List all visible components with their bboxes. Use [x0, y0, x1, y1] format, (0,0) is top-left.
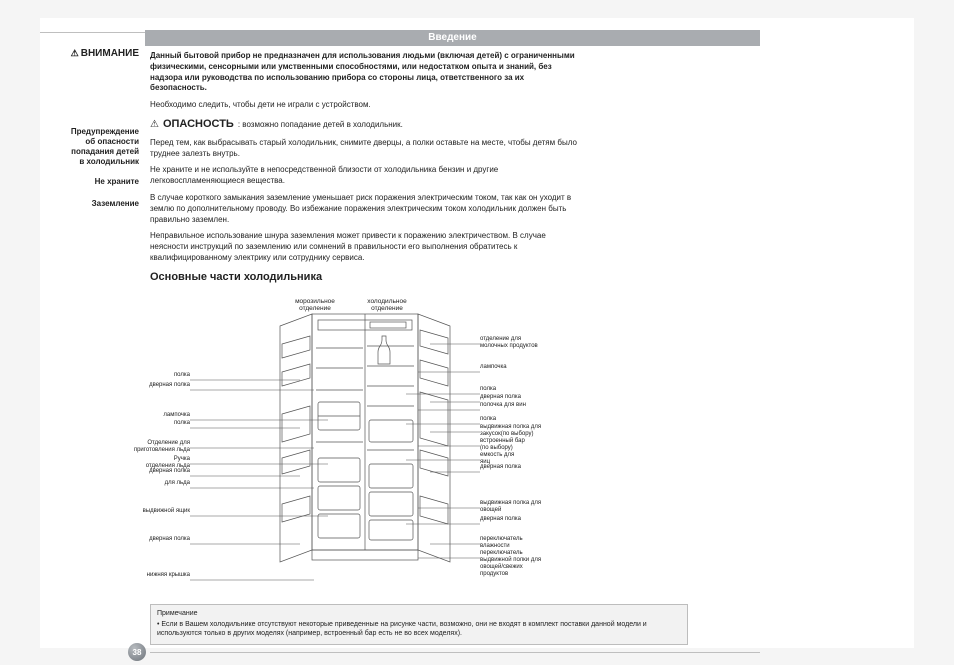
label-right: встроенный бар(по выбору) [480, 438, 525, 452]
warning-heading: ⚠ ВНИМАНИЕ [40, 48, 139, 59]
fridge-diagram: морозильноеотделение холодильноеотделени… [80, 298, 760, 598]
note-body: • Если в Вашем холодильнике отсутствуют … [157, 620, 681, 638]
label-left: лампочка [163, 412, 190, 419]
page-number-badge: 38 [128, 643, 146, 661]
sidebar: ⚠ ВНИМАНИЕ Предупреждение об опасности п… [40, 48, 145, 209]
side-label-1c: попадания детей [40, 147, 139, 157]
header-bar: Введение [145, 30, 760, 46]
label-right: лампочка [480, 364, 507, 371]
para-3: Перед тем, как выбрасывать старый холоди… [150, 138, 580, 160]
bottom-rule [150, 652, 760, 653]
fridge-svg-wrap [270, 308, 460, 564]
label-left: полка [174, 372, 190, 379]
label-right: выдвижная полка длязакусок(по выбору) [480, 424, 541, 438]
danger-line: ⚠ ОПАСНОСТЬ : возможно попадание детей в… [150, 117, 580, 132]
label-left: выдвижной ящик [143, 508, 190, 515]
side-label-1b: об опасности [40, 137, 139, 147]
label-left: Отделение дляприготовления льда [134, 440, 190, 454]
label-left: дверная полка [149, 382, 190, 389]
danger-title: ОПАСНОСТЬ [163, 117, 234, 132]
section-title: Основные части холодильника [150, 270, 580, 285]
label-right: полка [480, 416, 496, 423]
label-right: полочка для вин [480, 402, 526, 409]
side-label-2: Не храните [40, 177, 139, 187]
para-6: Неправильное использование шнура заземле… [150, 231, 580, 263]
label-right: выдвижная полка дляовощей [480, 500, 541, 514]
label-left: дверная полка [149, 536, 190, 543]
para-2: Необходимо следить, чтобы дети не играли… [150, 100, 580, 111]
side-label-1d: в холодильник [40, 157, 139, 167]
label-left: полка [174, 420, 190, 427]
label-right: дверная полка [480, 464, 521, 471]
danger-rest: : возможно попадание детей в холодильник… [238, 120, 403, 131]
body-column: Данный бытовой прибор не предназначен дл… [150, 51, 580, 285]
side-label-1a: Предупреждение [40, 127, 139, 137]
manual-page: Введение ⚠ ВНИМАНИЕ Предупреждение об оп… [40, 18, 914, 648]
label-right: переключательвлажности [480, 536, 523, 550]
side-label-3: Заземление [40, 199, 139, 209]
label-left: нижняя крышка [147, 572, 190, 579]
danger-icon: ⚠ [150, 118, 159, 132]
note-box: Примечание • Если в Вашем холодильнике о… [150, 604, 688, 645]
label-right: полка [480, 386, 496, 393]
label-right: дверная полка [480, 394, 521, 401]
label-right: отделение длямолочных продуктов [480, 336, 538, 350]
warning-icon: ⚠ [71, 48, 79, 59]
note-title: Примечание [157, 609, 681, 618]
para-4: Не храните и не используйте в непосредст… [150, 165, 580, 187]
label-left: для льда [165, 480, 190, 487]
warning-title-text: ВНИМАНИЕ [81, 48, 139, 59]
para-1: Данный бытовой прибор не предназначен дл… [150, 51, 580, 94]
label-left: дверная полка [149, 468, 190, 475]
label-right: переключательвыдвижной полки дляовощей/с… [480, 550, 541, 578]
fridge-svg [270, 308, 460, 564]
para-5: В случае короткого замыкания заземление … [150, 193, 580, 225]
label-right: дверная полка [480, 516, 521, 523]
